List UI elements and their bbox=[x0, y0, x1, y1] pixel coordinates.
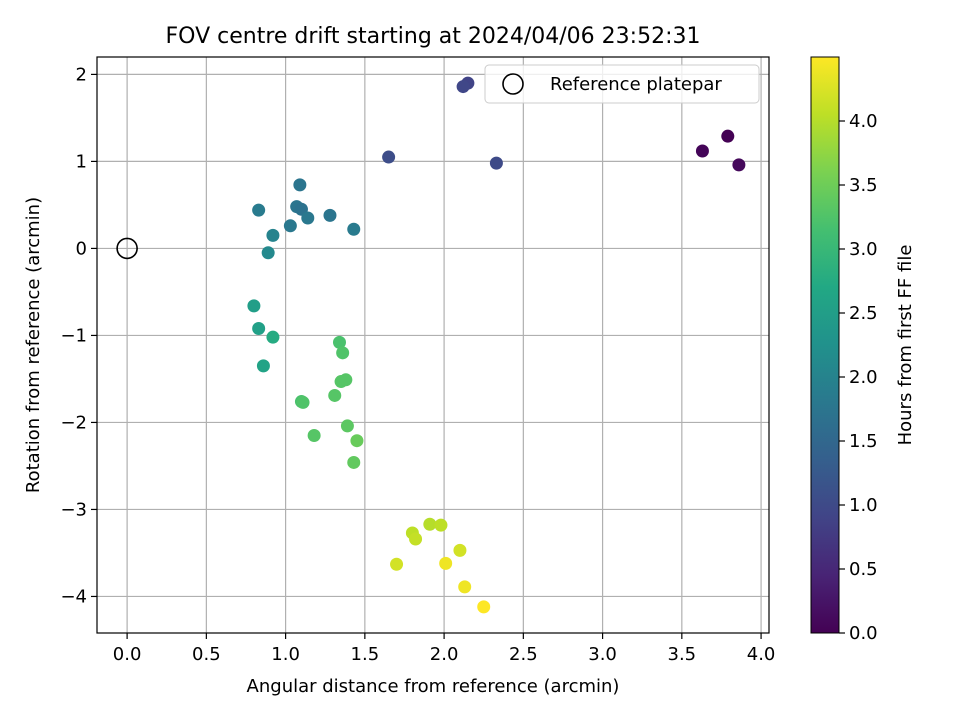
scatter-point bbox=[247, 299, 261, 313]
colorbar-tick-label: 0.5 bbox=[849, 559, 878, 580]
scatter-point bbox=[350, 434, 364, 448]
x-tick-label: 3.5 bbox=[668, 644, 697, 665]
scatter-point bbox=[252, 203, 266, 217]
scatter-point bbox=[323, 208, 337, 222]
legend: Reference platepar bbox=[484, 64, 760, 104]
scatter-point bbox=[252, 321, 266, 335]
colorbar-tick-label: 3.0 bbox=[849, 239, 878, 260]
x-tick-label: 3.0 bbox=[588, 644, 617, 665]
y-tick-label: 1 bbox=[76, 151, 87, 172]
colorbar bbox=[810, 56, 840, 634]
colorbar-tick-label: 4.0 bbox=[849, 111, 878, 132]
scatter-point bbox=[283, 219, 297, 233]
colorbar-tick-label: 2.0 bbox=[849, 367, 878, 388]
colorbar-tick-label: 1.5 bbox=[849, 431, 878, 452]
x-axis-label: Angular distance from reference (arcmin) bbox=[247, 676, 620, 697]
colorbar-tick-label: 1.0 bbox=[849, 495, 878, 516]
y-tick-label: 0 bbox=[76, 238, 87, 259]
x-axis-ticks: 0.0 0.5 1.0 1.5 2.0 2.5 3.0 3.5 4.0 bbox=[113, 633, 776, 665]
scatter-point bbox=[409, 532, 423, 546]
scatter-point bbox=[347, 455, 361, 469]
scatter-point bbox=[340, 419, 354, 433]
x-tick-label: 0.0 bbox=[113, 644, 142, 665]
scatter-point bbox=[347, 222, 361, 236]
scatter-point bbox=[434, 518, 448, 532]
scatter-point bbox=[732, 158, 746, 172]
scatter-point bbox=[266, 228, 280, 242]
y-axis-label: Rotation from reference (arcmin) bbox=[23, 197, 44, 493]
x-tick-label: 2.5 bbox=[509, 644, 538, 665]
scatter-point bbox=[456, 80, 470, 94]
colorbar-tick-label: 3.5 bbox=[849, 175, 878, 196]
scatter-point bbox=[382, 150, 396, 164]
scatter-point bbox=[301, 211, 315, 225]
scatter-point bbox=[477, 600, 491, 614]
colorbar-tick-label: 2.5 bbox=[849, 303, 878, 324]
plot-frame bbox=[96, 56, 770, 634]
scatter-point bbox=[489, 156, 503, 170]
scatter-point bbox=[458, 580, 472, 594]
legend-marker-icon bbox=[502, 73, 524, 95]
y-axis-ticks: 2 1 0 −1 −2 −3 −4 bbox=[60, 64, 97, 607]
colorbar-tick-label: 0.0 bbox=[849, 623, 878, 644]
scatter-point bbox=[336, 346, 350, 360]
x-tick-label: 2.0 bbox=[430, 644, 459, 665]
y-tick-label: −2 bbox=[60, 412, 87, 433]
legend-entry-label: Reference platepar bbox=[550, 74, 722, 95]
scatter-point bbox=[695, 144, 709, 158]
scatter-point bbox=[266, 330, 280, 344]
scatter-point bbox=[439, 556, 453, 570]
colorbar-label: Hours from first FF file bbox=[895, 245, 916, 446]
scatter-point bbox=[328, 388, 342, 402]
scatter-point bbox=[307, 428, 321, 442]
chart-title: FOV centre drift starting at 2024/04/06 … bbox=[166, 24, 701, 49]
colorbar-ticks: 0.0 0.5 1.0 1.5 2.0 2.5 3.0 3.5 4.0 bbox=[839, 111, 878, 644]
data-points bbox=[247, 76, 746, 614]
scatter-point bbox=[390, 557, 404, 571]
scatter-point bbox=[293, 178, 307, 192]
x-tick-label: 0.5 bbox=[192, 644, 221, 665]
y-tick-label: −3 bbox=[60, 499, 87, 520]
y-tick-label: 2 bbox=[76, 64, 87, 85]
scatter-point bbox=[339, 373, 353, 387]
scatter-point bbox=[423, 517, 437, 531]
scatter-point bbox=[332, 335, 346, 349]
scatter-point bbox=[453, 543, 467, 557]
reference-platepar-marker bbox=[116, 237, 138, 260]
legend-box bbox=[484, 64, 760, 104]
scatter-point bbox=[261, 246, 275, 260]
x-tick-label: 1.5 bbox=[351, 644, 380, 665]
y-tick-label: −4 bbox=[60, 586, 87, 607]
scatter-point bbox=[721, 129, 735, 143]
scatter-point bbox=[256, 359, 270, 373]
scatter-point bbox=[296, 395, 310, 409]
x-tick-label: 4.0 bbox=[747, 644, 776, 665]
y-tick-label: −1 bbox=[60, 325, 87, 346]
x-tick-label: 1.0 bbox=[271, 644, 300, 665]
